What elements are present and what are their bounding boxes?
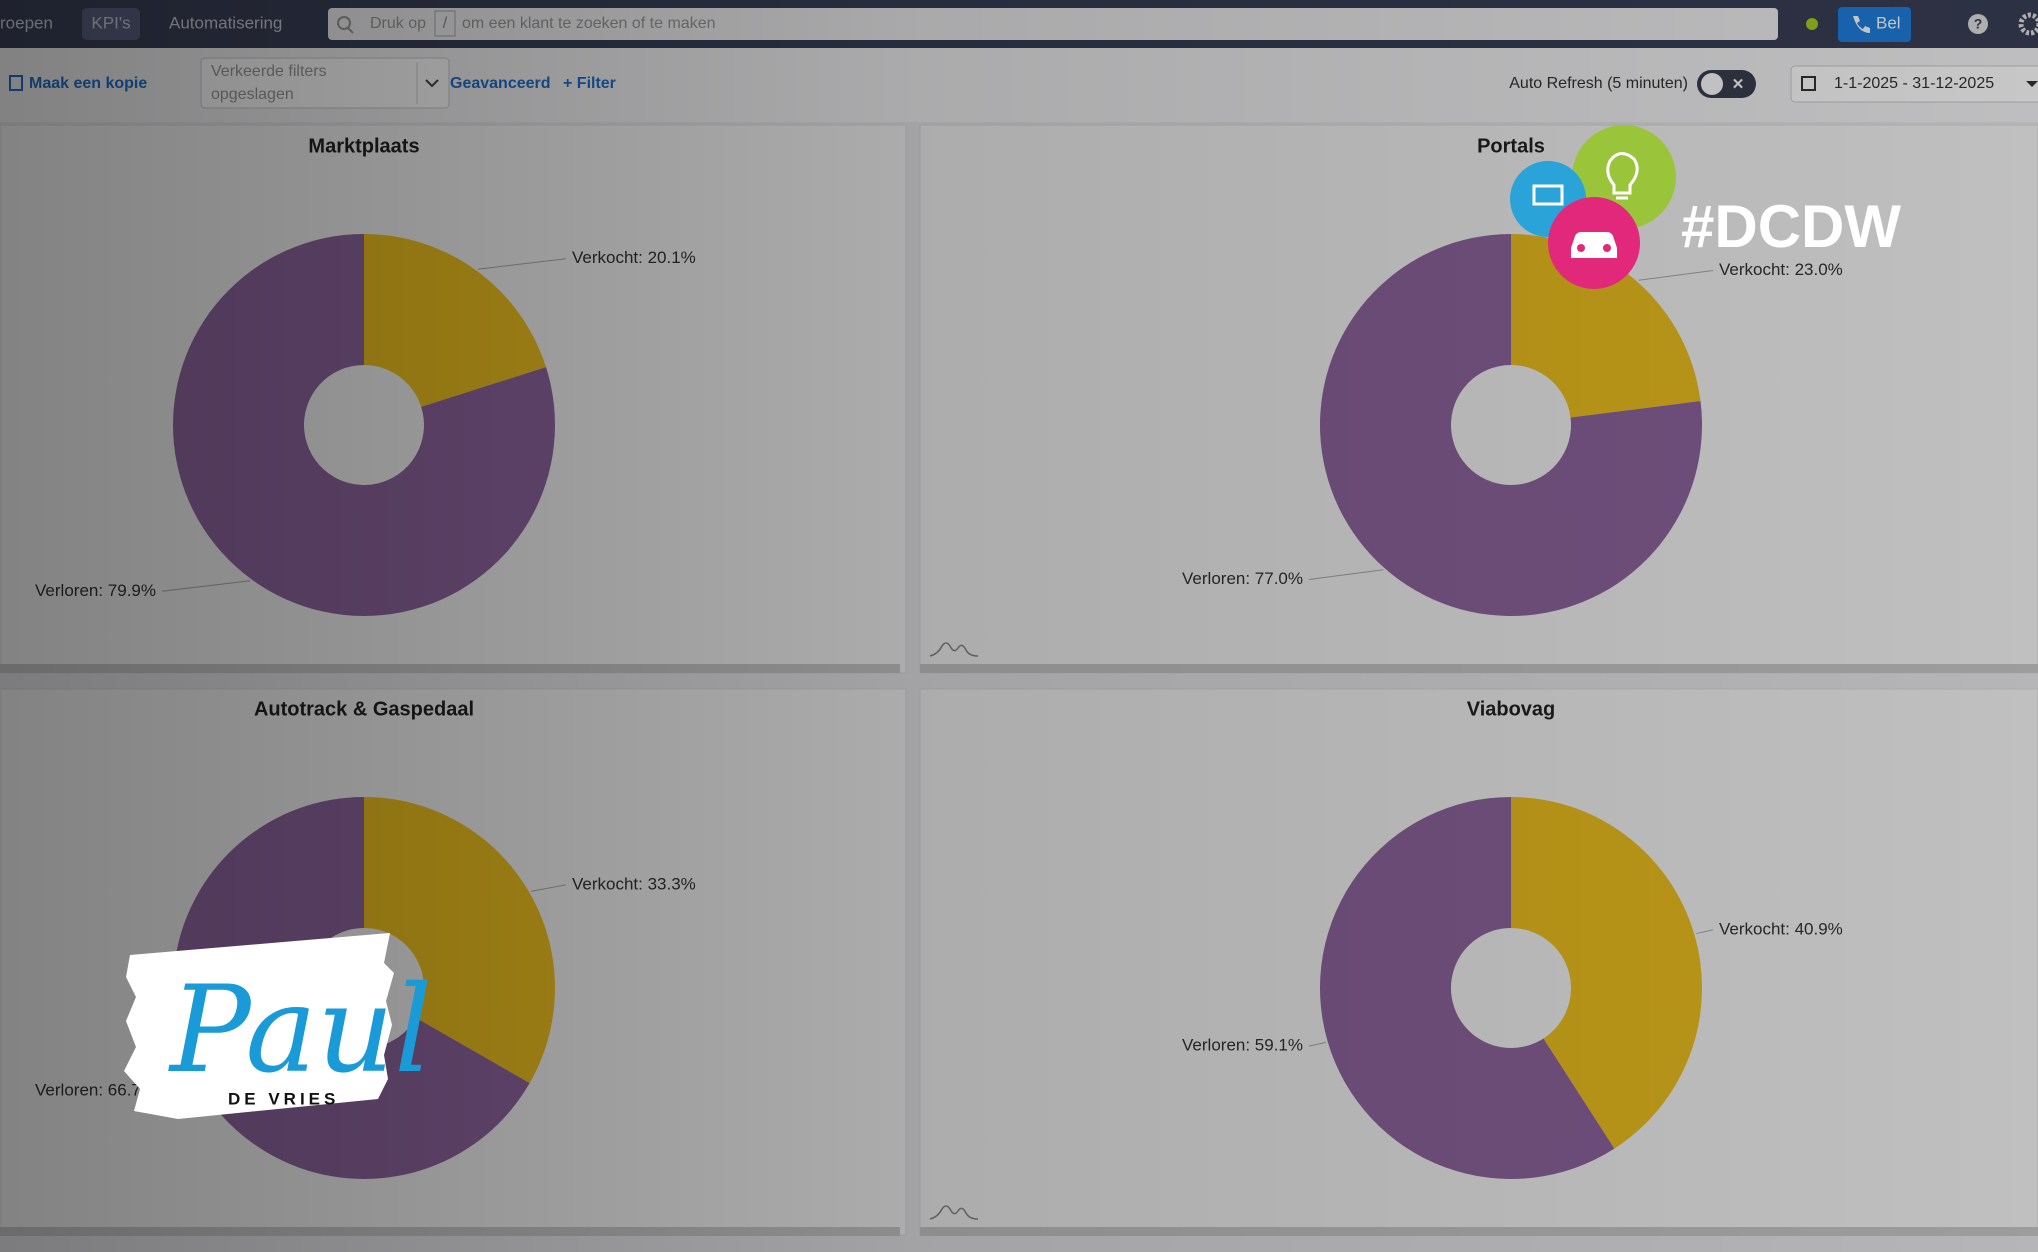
scrollbar[interactable] — [0, 1227, 900, 1236]
status-dot — [1806, 18, 1818, 30]
scrollbar[interactable] — [920, 664, 2038, 673]
search-placeholder: Druk op — [370, 15, 426, 32]
data-label: Verloren: 79.9% — [35, 581, 156, 600]
car-light — [1577, 244, 1585, 252]
call-button-text: Bel — [1876, 13, 1901, 32]
copy-link[interactable]: Maak een kopie — [29, 75, 147, 92]
help-icon-text: ? — [1974, 16, 1983, 32]
nav-item[interactable]: roepen — [0, 13, 53, 32]
chart-title: Marktplaats — [308, 135, 419, 157]
data-label: Verloren: 77.0% — [1182, 569, 1303, 588]
data-label: Verkocht: 33.3% — [572, 874, 696, 893]
bulb-icon — [1606, 152, 1639, 200]
data-label: Verkocht: 23.0% — [1719, 260, 1843, 279]
saved-filter-wrap: Verkeerde filters opgeslagen — [211, 63, 327, 103]
signature-sub: DE VRIES — [228, 1089, 339, 1108]
saved-filter-text: Verkeerde filters opgeslagen — [211, 63, 327, 103]
search-placeholder: om een klant te zoeken of te maken — [462, 15, 715, 32]
toggle-off-icon: ✕ — [1732, 76, 1745, 93]
laptop-icon — [1532, 184, 1564, 206]
signature-logo: Paul DE VRIES — [124, 933, 433, 1119]
advanced-link[interactable]: Geavanceerd — [450, 75, 551, 92]
brush-background — [124, 933, 394, 1119]
signature-name: Paul — [168, 961, 433, 1100]
data-label: Verkocht: 20.1% — [572, 248, 696, 267]
car-icon — [1571, 232, 1617, 258]
key-hint-text: / — [443, 15, 448, 32]
auto-refresh-label: Auto Refresh (5 minuten) — [1509, 75, 1688, 92]
chart-title: Autotrack & Gaspedaal — [254, 698, 474, 720]
chart-title: Portals — [1477, 135, 1545, 157]
toggle-knob — [1701, 73, 1723, 95]
dcdw-logo: #DCDW — [1510, 125, 1901, 289]
car-light — [1603, 244, 1611, 252]
chart-title: Viabovag — [1467, 698, 1556, 720]
nav-item[interactable]: KPI's — [91, 13, 130, 32]
nav-item[interactable]: Automatisering — [169, 13, 282, 32]
scrollbar[interactable] — [0, 664, 900, 673]
data-label: Verkocht: 40.9% — [1719, 919, 1843, 938]
add-filter-link[interactable]: + Filter — [563, 75, 616, 92]
dcdw-tag: #DCDW — [1681, 193, 1901, 260]
data-label: Verloren: 59.1% — [1182, 1036, 1303, 1055]
scrollbar[interactable] — [920, 1227, 2038, 1236]
date-range-text: 1-1-2025 - 31-12-2025 — [1834, 75, 1994, 92]
